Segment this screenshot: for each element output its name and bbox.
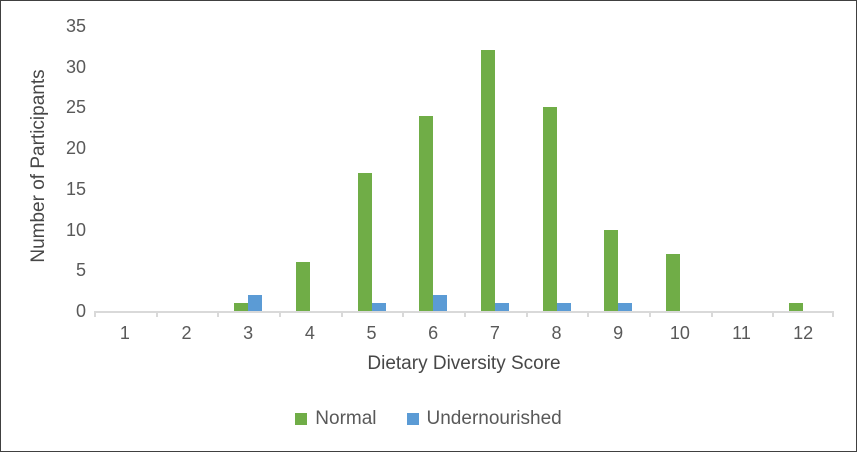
- legend-label: Undernourished: [426, 408, 562, 429]
- y-tick-label-25: 25: [65, 97, 86, 118]
- x-axis-tick: [217, 311, 219, 317]
- x-tick-label-5: 5: [366, 323, 377, 343]
- x-tick-label-11: 11: [732, 323, 751, 343]
- bar-normal-score-9: [604, 229, 619, 311]
- bar-undernourished-score-6: [433, 294, 448, 311]
- bar-normal-score-6: [419, 115, 434, 311]
- bar-undernourished-score-7: [494, 302, 509, 311]
- legend-swatch-icon: [406, 413, 419, 425]
- x-axis-tick: [526, 311, 528, 317]
- bar-normal-score-7: [480, 50, 495, 311]
- x-tick-label-12: 12: [793, 323, 814, 343]
- x-axis-tick: [279, 311, 281, 317]
- bar-normal-score-10: [665, 254, 680, 311]
- x-tick-label-7: 7: [489, 323, 500, 343]
- x-axis-tick: [156, 311, 158, 317]
- bar-undernourished-score-9: [618, 302, 633, 311]
- x-tick-label-4: 4: [304, 323, 315, 343]
- y-tick-label-35: 35: [65, 16, 86, 36]
- bar-undernourished-score-3: [248, 294, 263, 311]
- x-tick-label-1: 1: [119, 323, 130, 343]
- y-axis-tick-labels: 0 5 10 15 20 25 30 35: [1, 16, 86, 321]
- x-axis-tick: [711, 311, 713, 317]
- y-tick-label-10: 10: [65, 219, 86, 240]
- bar-normal-score-5: [357, 172, 372, 311]
- x-axis-tick: [341, 311, 343, 317]
- bar-undernourished-score-5: [371, 302, 386, 311]
- legend: Normal Undernourished: [1, 406, 856, 432]
- legend-item-normal: Normal: [295, 408, 377, 430]
- x-axis-tick: [772, 311, 774, 317]
- x-axis-tick: [587, 311, 589, 317]
- x-axis-tick: [832, 311, 834, 317]
- y-tick-label-5: 5: [75, 260, 86, 281]
- x-axis-title: Dietary Diversity Score: [367, 353, 561, 374]
- x-tick-label-6: 6: [428, 323, 439, 343]
- x-axis-tick: [94, 311, 96, 317]
- x-axis-tick: [649, 311, 651, 317]
- plot-area: 1 2 3 4 5 6 7 8 9 10 11 12: [94, 26, 834, 343]
- y-tick-label-0: 0: [75, 301, 86, 321]
- x-tick-label-10: 10: [669, 323, 690, 343]
- bar-normal-score-8: [542, 107, 557, 311]
- legend-swatch-icon: [295, 413, 308, 425]
- x-tick-label-3: 3: [243, 323, 254, 343]
- x-axis-tick: [402, 311, 404, 317]
- bar-normal-score-4: [295, 262, 310, 311]
- legend-label: Normal: [315, 408, 377, 429]
- y-tick-label-20: 20: [65, 138, 86, 159]
- x-tick-label-8: 8: [551, 323, 562, 343]
- x-tick-label-9: 9: [613, 323, 624, 343]
- legend-item-undernourished: Undernourished: [406, 408, 562, 430]
- y-tick-label-30: 30: [65, 56, 86, 77]
- bar-normal-score-3: [234, 302, 249, 311]
- x-axis-tick: [464, 311, 466, 317]
- bar-normal-score-12: [789, 302, 804, 311]
- bar-undernourished-score-8: [556, 302, 571, 311]
- x-tick-label-2: 2: [181, 323, 192, 343]
- y-tick-label-15: 15: [65, 178, 86, 199]
